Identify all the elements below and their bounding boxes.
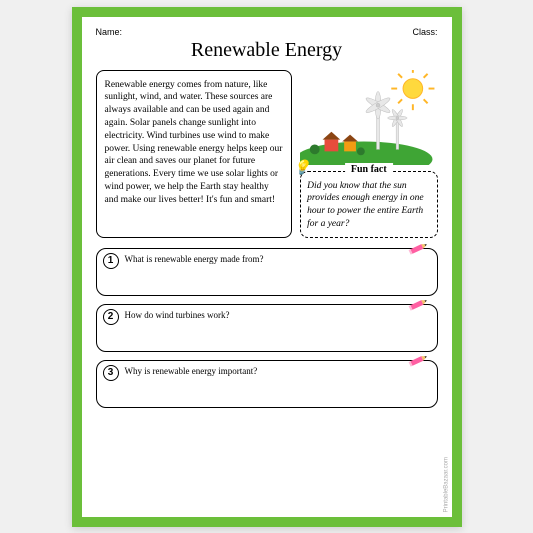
pencil-icon: [407, 353, 429, 369]
question-text: What is renewable energy made from?: [125, 254, 429, 264]
question-number: 2: [103, 309, 119, 325]
page-title: Renewable Energy: [96, 39, 438, 62]
watermark: PrintableBazaar.com: [444, 457, 450, 512]
question-text: How do wind turbines work?: [125, 310, 429, 320]
fun-fact-label: Fun fact: [345, 163, 393, 177]
side-column: 💡 Fun fact Did you know that the sun pro…: [300, 70, 437, 238]
reading-passage: Renewable energy comes from nature, like…: [96, 70, 293, 238]
question-box: 3 Why is renewable energy important?: [96, 360, 438, 408]
questions-section: 1 What is renewable energy made from? 2 …: [96, 248, 438, 408]
question-number: 1: [103, 253, 119, 269]
question-box: 1 What is renewable energy made from?: [96, 248, 438, 296]
name-label: Name:: [96, 27, 123, 37]
question-number: 3: [103, 365, 119, 381]
renewable-illustration: [300, 70, 437, 165]
fun-fact-text: Did you know that the sun provides enoug…: [307, 180, 430, 231]
question-box: 2 How do wind turbines work?: [96, 304, 438, 352]
worksheet-frame: Name: Class: Renewable Energy Renewable …: [72, 7, 462, 527]
question-text: Why is renewable energy important?: [125, 366, 429, 376]
pencil-icon: [407, 241, 429, 257]
worksheet-page: Name: Class: Renewable Energy Renewable …: [82, 17, 452, 517]
lightbulb-icon: 💡: [293, 160, 310, 179]
fun-fact-box: 💡 Fun fact Did you know that the sun pro…: [300, 171, 437, 238]
pencil-icon: [407, 297, 429, 313]
top-section: Renewable energy comes from nature, like…: [96, 70, 438, 238]
class-label: Class:: [412, 27, 437, 37]
header-row: Name: Class:: [96, 27, 438, 37]
